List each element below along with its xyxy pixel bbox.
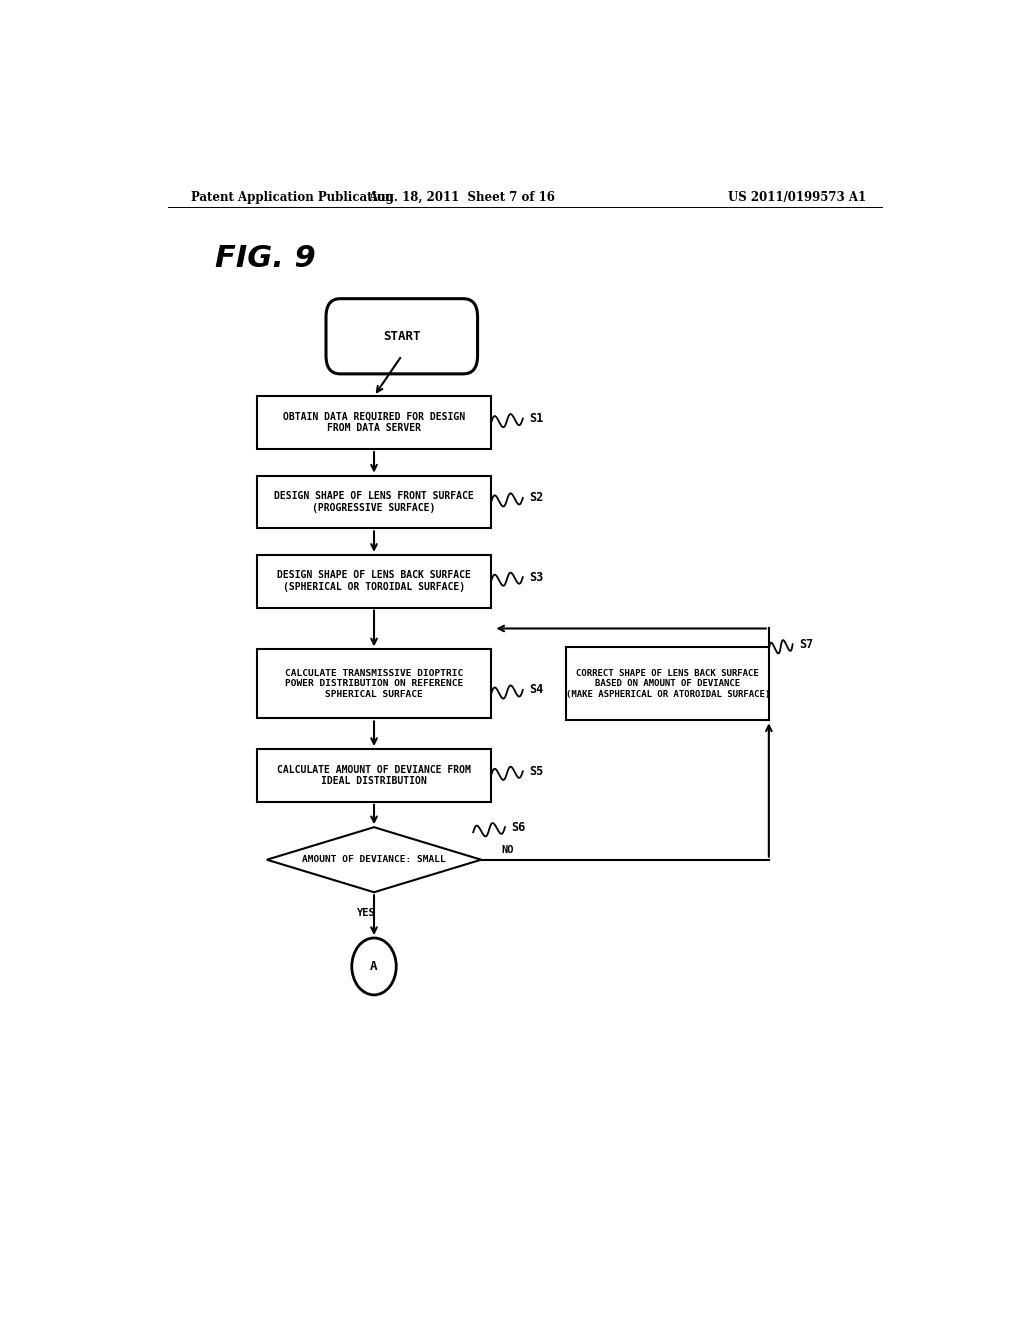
Bar [566, 647, 769, 721]
Text: S4: S4 [529, 684, 544, 697]
Text: Aug. 18, 2011  Sheet 7 of 16: Aug. 18, 2011 Sheet 7 of 16 [368, 190, 555, 203]
Text: YES: YES [356, 908, 376, 917]
Text: CALCULATE AMOUNT OF DEVIANCE FROM
IDEAL DISTRIBUTION: CALCULATE AMOUNT OF DEVIANCE FROM IDEAL … [278, 764, 471, 787]
Text: A: A [371, 960, 378, 973]
Text: S1: S1 [529, 412, 544, 425]
Text: AMOUNT OF DEVIANCE: SMALL: AMOUNT OF DEVIANCE: SMALL [302, 855, 445, 865]
Bar [257, 475, 492, 528]
Text: DESIGN SHAPE OF LENS FRONT SURFACE
(PROGRESSIVE SURFACE): DESIGN SHAPE OF LENS FRONT SURFACE (PROG… [274, 491, 474, 512]
Circle shape [352, 939, 396, 995]
Text: S6: S6 [511, 821, 525, 834]
Text: Patent Application Publication: Patent Application Publication [191, 190, 394, 203]
Bar [257, 649, 492, 718]
FancyBboxPatch shape [326, 298, 477, 374]
Text: US 2011/0199573 A1: US 2011/0199573 A1 [728, 190, 866, 203]
Text: DESIGN SHAPE OF LENS BACK SURFACE
(SPHERICAL OR TOROIDAL SURFACE): DESIGN SHAPE OF LENS BACK SURFACE (SPHER… [278, 570, 471, 593]
Text: S5: S5 [529, 764, 544, 777]
Bar [257, 748, 492, 801]
Text: NO: NO [501, 845, 513, 854]
Text: OBTAIN DATA REQUIRED FOR DESIGN
FROM DATA SERVER: OBTAIN DATA REQUIRED FOR DESIGN FROM DAT… [283, 412, 465, 433]
Text: START: START [383, 330, 421, 343]
Text: S3: S3 [529, 570, 544, 583]
Bar [257, 554, 492, 607]
Text: CALCULATE TRANSMISSIVE DIOPTRIC
POWER DISTRIBUTION ON REFERENCE
SPHERICAL SURFAC: CALCULATE TRANSMISSIVE DIOPTRIC POWER DI… [285, 669, 463, 698]
Polygon shape [267, 828, 481, 892]
Text: FIG. 9: FIG. 9 [215, 243, 316, 272]
Text: S7: S7 [799, 638, 813, 651]
Text: CORRECT SHAPE OF LENS BACK SURFACE
BASED ON AMOUNT OF DEVIANCE
(MAKE ASPHERICAL : CORRECT SHAPE OF LENS BACK SURFACE BASED… [565, 669, 770, 698]
Text: S2: S2 [529, 491, 544, 504]
Bar [257, 396, 492, 449]
